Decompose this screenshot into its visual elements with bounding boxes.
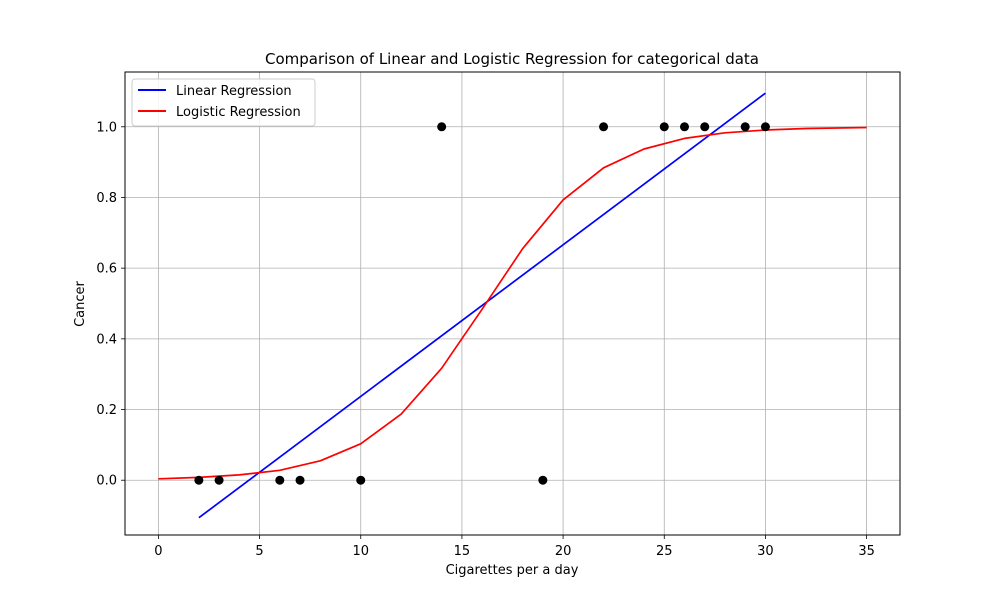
data-point [740,122,750,132]
data-point [679,122,689,132]
data-point [275,475,285,485]
x-tick-label: 15 [454,544,471,559]
linear-regression-line [198,92,766,519]
data-point [760,122,770,132]
y-tick-label: 0.6 [96,262,117,277]
data-point [538,475,548,485]
data-point [599,122,609,132]
x-tick-label: 25 [656,544,673,559]
x-axis-label: Cigarettes per a day [446,563,579,578]
x-tick-label: 30 [757,544,774,559]
y-tick-label: 0.2 [96,403,117,418]
y-axis-label: Cancer [73,280,88,326]
x-tick-label: 20 [555,544,572,559]
chart-title: Comparison of Linear and Logistic Regres… [265,50,759,68]
series-lines [158,92,867,519]
data-point [659,122,669,132]
x-axis-ticks: 0 5 10 15 20 25 30 35 [154,535,875,559]
data-point [214,475,224,485]
y-tick-label: 1.0 [96,120,117,135]
legend-label-linear: Linear Regression [176,84,292,99]
logistic-regression-curve [158,126,867,480]
x-tick-label: 0 [154,544,162,559]
x-tick-label: 5 [255,544,263,559]
legend-label-logistic: Logistic Regression [176,105,301,120]
y-tick-label: 0.8 [96,191,117,206]
y-axis-ticks: 0.0 0.2 0.4 0.6 0.8 1.0 [96,120,125,489]
plot-area-frame [124,71,901,536]
data-point [194,475,204,485]
legend: Linear Regression Logistic Regression [131,78,316,127]
y-tick-label: 0.4 [96,332,117,347]
x-tick-label: 35 [858,544,875,559]
data-points [194,122,770,485]
data-point [437,122,447,132]
x-tick-label: 10 [352,544,369,559]
y-tick-label: 0.0 [96,474,117,489]
data-point [700,122,710,132]
data-point [356,475,366,485]
legend-box [131,78,316,127]
data-point [295,475,305,485]
grid-lines [125,72,900,535]
